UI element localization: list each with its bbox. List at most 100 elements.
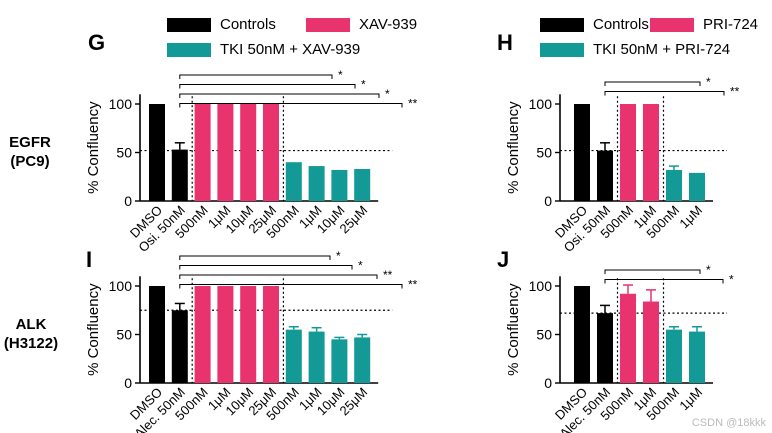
panel-g-bar-3 bbox=[217, 104, 234, 201]
panel-j-sig-label-0: * bbox=[706, 263, 711, 277]
legend-label-tki-pri: TKI 50nM + PRI-724 bbox=[593, 41, 731, 58]
panel-letter-h: H bbox=[497, 30, 513, 55]
panel-letter-j: J bbox=[497, 247, 510, 272]
panel-g-bar-0 bbox=[149, 104, 165, 201]
legend-swatch-controls-right bbox=[540, 17, 584, 32]
panel-g-sig-label-2: * bbox=[385, 87, 390, 101]
legend-swatch-xav bbox=[306, 17, 350, 32]
panel-j-bar-2 bbox=[620, 293, 636, 383]
panel-i-bar-6 bbox=[285, 329, 302, 383]
panel-g-bar-7 bbox=[308, 166, 325, 201]
watermark: CSDN @18kkk bbox=[691, 417, 766, 429]
panel-i-sig-label-2: ** bbox=[383, 268, 393, 282]
panel-j-bar-4 bbox=[666, 329, 682, 383]
panel-letter-i: I bbox=[86, 247, 93, 272]
legend-label-tki-xav: TKI 50nM + XAV-939 bbox=[220, 41, 361, 58]
panel-j-ytick-label-2: 100 bbox=[529, 278, 553, 294]
panel-h-sig-bracket-0 bbox=[604, 81, 701, 86]
panel-i-bar-7 bbox=[308, 331, 325, 383]
panel-j-ytick-label-0: 0 bbox=[544, 375, 552, 391]
panel-g-bar-6 bbox=[285, 162, 302, 201]
legend-swatch-controls bbox=[167, 17, 211, 32]
legend-tki-xav: TKI 50nM + XAV-939 bbox=[167, 41, 360, 58]
row-label-alk-line2: (H3122) bbox=[3, 335, 59, 352]
panel-h-bar-4 bbox=[666, 169, 682, 201]
panel-h-sig-bracket-1 bbox=[604, 91, 725, 96]
panel-h-bar-5 bbox=[689, 172, 705, 201]
legend-label-controls-right: Controls bbox=[593, 16, 649, 33]
panel-j-sig-label-1: * bbox=[729, 273, 734, 287]
panel-g-sig-label-1: * bbox=[361, 78, 366, 92]
panel-i-sig-bracket-3 bbox=[179, 284, 403, 289]
panel-h-bar-2 bbox=[620, 104, 636, 201]
legend-xav: XAV-939 bbox=[306, 16, 417, 33]
legend-controls-right: Controls bbox=[540, 16, 649, 33]
legend-controls: Controls bbox=[167, 16, 276, 33]
panel-i-ytick-label-2: 100 bbox=[109, 278, 133, 294]
panel-j-bar-5 bbox=[689, 331, 705, 383]
panel-g-ytick-label-1: 50 bbox=[116, 145, 132, 161]
panel-g-bar-1 bbox=[171, 149, 188, 201]
panel-i-bar-0 bbox=[149, 286, 165, 383]
panel-g-sig-label-0: * bbox=[338, 68, 343, 82]
panel-h-bar-0 bbox=[574, 104, 590, 201]
panel-g-bar-9 bbox=[354, 168, 371, 201]
panel-i-bar-1 bbox=[171, 310, 188, 383]
row-label-egfr-line2: (PC9) bbox=[10, 153, 50, 170]
row-label-alk-line1: ALK bbox=[15, 316, 47, 333]
panel-i-sig-bracket-0 bbox=[179, 255, 331, 260]
panel-letter-g: G bbox=[88, 30, 106, 55]
panel-i-sig-bracket-2 bbox=[179, 274, 378, 279]
legend-pri: PRI-724 bbox=[650, 16, 758, 33]
panel-j-xtick-label-5: 1μM bbox=[676, 385, 705, 414]
panel-g-ytick-label-2: 100 bbox=[109, 96, 133, 112]
panel-h-ytick-label-0: 0 bbox=[544, 193, 552, 209]
panel-h-ylabel: % Confluency bbox=[505, 101, 522, 194]
panel-i-bar-4 bbox=[240, 286, 257, 383]
panel-g-sig-label-3: ** bbox=[408, 97, 418, 111]
panel-g-ylabel: % Confluency bbox=[85, 101, 102, 194]
row-label-egfr: EGFR (PC9) bbox=[2, 133, 58, 171]
legend-tki-pri: TKI 50nM + PRI-724 bbox=[540, 41, 730, 58]
panel-i-sig-label-1: * bbox=[358, 259, 363, 273]
legend-label-controls: Controls bbox=[220, 16, 276, 33]
legend-swatch-pri bbox=[650, 17, 694, 32]
panel-h-bar-1 bbox=[597, 150, 613, 201]
panel-i-bar-5 bbox=[263, 286, 279, 383]
legend-label-pri: PRI-724 bbox=[703, 16, 759, 33]
panel-i-ytick-label-0: 0 bbox=[124, 375, 132, 391]
panel-g-bar-2 bbox=[194, 104, 211, 201]
panel-i-sig-label-3: ** bbox=[408, 278, 418, 292]
panel-i-sig-label-0: * bbox=[336, 249, 341, 263]
panel-g-sig-bracket-3 bbox=[179, 103, 403, 108]
panel-j-bar-3 bbox=[643, 301, 659, 383]
panel-h-ytick-label-2: 100 bbox=[529, 96, 553, 112]
legend-swatch-tki-xav bbox=[167, 42, 211, 57]
panel-h-bar-3 bbox=[643, 104, 659, 201]
panel-g-sig-bracket-1 bbox=[179, 84, 356, 89]
panel-g-ytick-label-0: 0 bbox=[124, 193, 132, 209]
panel-i-bar-3 bbox=[217, 286, 234, 383]
panel-g-bar-4 bbox=[240, 104, 257, 201]
panel-j-bar-1 bbox=[597, 313, 613, 383]
panel-h-sig-label-1: ** bbox=[730, 85, 740, 99]
panel-i-ytick-label-1: 50 bbox=[116, 327, 132, 343]
panel-i-ylabel: % Confluency bbox=[85, 283, 102, 376]
legend-label-xav: XAV-939 bbox=[359, 16, 418, 33]
panel-i-bar-8 bbox=[331, 339, 348, 383]
legend-swatch-tki-pri bbox=[540, 42, 584, 57]
panel-i-bar-2 bbox=[194, 286, 211, 383]
panel-i-bar-9 bbox=[354, 337, 371, 383]
panel-j-ytick-label-1: 50 bbox=[536, 327, 552, 343]
panel-g-sig-bracket-2 bbox=[179, 93, 380, 98]
panel-j-bar-0 bbox=[574, 286, 590, 383]
row-label-alk: ALK (H3122) bbox=[0, 315, 62, 353]
panel-g-bar-8 bbox=[331, 169, 348, 201]
panel-j-sig-bracket-0 bbox=[604, 269, 701, 274]
